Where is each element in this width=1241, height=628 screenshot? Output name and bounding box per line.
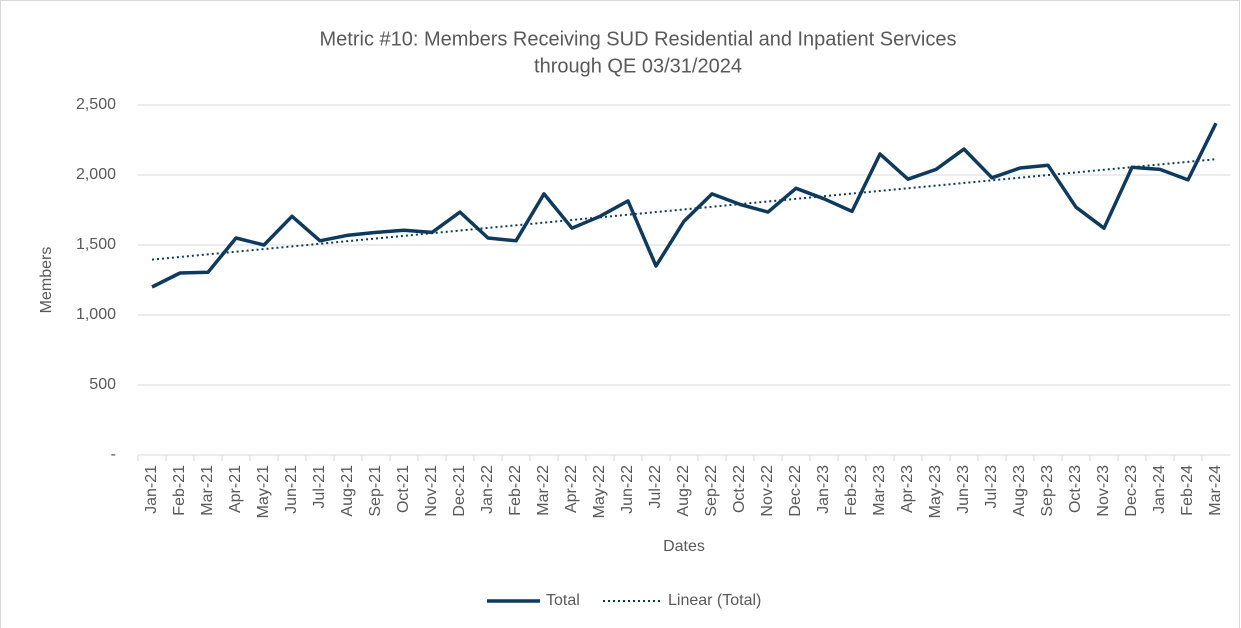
x-tick-label: Feb-23 xyxy=(843,465,860,516)
x-tick-label: Apr-22 xyxy=(563,465,580,513)
x-tick-label: Feb-24 xyxy=(1179,465,1196,516)
y-tick-label: 2,000 xyxy=(76,166,116,183)
y-tick-label: - xyxy=(111,446,116,463)
legend-label: Total xyxy=(546,592,580,609)
x-tick-label: Feb-22 xyxy=(507,465,524,516)
x-tick-label: Aug-22 xyxy=(675,465,692,517)
chart-subtitle: through QE 03/31/2024 xyxy=(534,55,742,77)
x-tick-label: May-21 xyxy=(255,465,272,518)
x-tick-label: Jun-22 xyxy=(619,465,636,514)
x-tick-label: May-22 xyxy=(591,465,608,518)
x-tick-label: Aug-21 xyxy=(339,465,356,517)
y-tick-label: 500 xyxy=(89,376,116,393)
x-tick-label: Nov-23 xyxy=(1095,465,1112,517)
x-tick-label: May-23 xyxy=(927,465,944,518)
x-tick-label: Apr-23 xyxy=(899,465,916,513)
chart-title: Metric #10: Members Receiving SUD Reside… xyxy=(320,28,957,50)
x-tick-label: Sep-21 xyxy=(367,465,384,517)
x-tick-label: Mar-23 xyxy=(871,465,888,516)
data-line xyxy=(151,122,1218,289)
x-tick-label: Nov-22 xyxy=(759,465,776,517)
x-tick-label: Oct-22 xyxy=(731,465,748,513)
x-tick-label: Oct-23 xyxy=(1067,465,1084,513)
x-axis-title: Dates xyxy=(663,538,705,555)
x-tick-label: Sep-23 xyxy=(1039,465,1056,517)
y-tick-label: 2,500 xyxy=(76,96,116,113)
x-tick-label: Aug-23 xyxy=(1011,465,1028,517)
x-tick-label: Jan-22 xyxy=(479,465,496,514)
x-tick-label: Jun-23 xyxy=(955,465,972,514)
x-tick-label: Apr-21 xyxy=(227,465,244,513)
x-tick-label: Mar-21 xyxy=(199,465,216,516)
legend-label: Linear (Total) xyxy=(668,592,761,609)
x-tick-label: Feb-21 xyxy=(171,465,188,516)
x-tick-label: Jul-21 xyxy=(311,465,328,509)
y-tick-label: 1,500 xyxy=(76,236,116,253)
x-tick-label: Jan-24 xyxy=(1151,465,1168,514)
x-tick-label: Jan-21 xyxy=(143,465,160,514)
x-tick-label: Oct-21 xyxy=(395,465,412,513)
y-axis-title: Members xyxy=(38,247,55,314)
x-tick-label: Dec-21 xyxy=(451,465,468,517)
trendline xyxy=(151,158,1217,261)
x-tick-label: Jul-22 xyxy=(647,465,664,509)
y-tick-label: 1,000 xyxy=(76,306,116,323)
x-tick-label: Mar-24 xyxy=(1207,465,1224,516)
x-tick-label: Jul-23 xyxy=(983,465,1000,509)
x-tick-label: Mar-22 xyxy=(535,465,552,516)
x-tick-label: Sep-22 xyxy=(703,465,720,517)
x-tick-label: Jan-23 xyxy=(815,465,832,514)
x-tick-label: Dec-23 xyxy=(1123,465,1140,517)
x-tick-label: Jun-21 xyxy=(283,465,300,514)
x-tick-label: Nov-21 xyxy=(423,465,440,517)
x-tick-label: Dec-22 xyxy=(787,465,804,517)
